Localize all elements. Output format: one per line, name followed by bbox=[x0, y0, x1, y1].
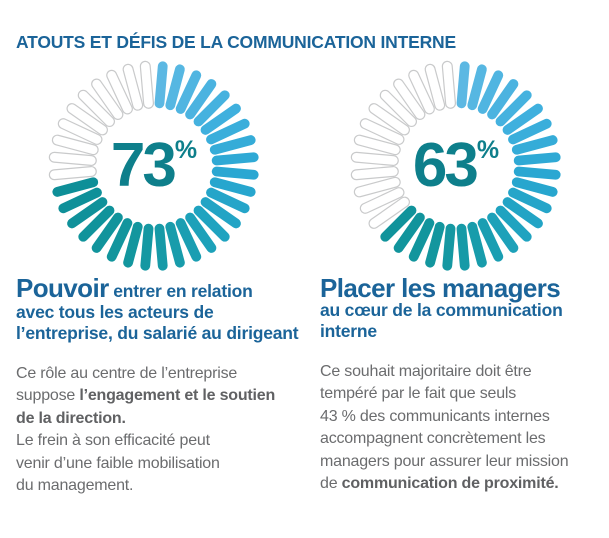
gauge-ray bbox=[206, 187, 250, 214]
gauge-ray bbox=[154, 61, 168, 109]
gauge-ray bbox=[502, 197, 543, 229]
gauge-ray bbox=[495, 90, 532, 127]
gauge-ray bbox=[48, 165, 97, 181]
panel-pouvoir: 73 % Pouvoir entrer en relation avec tous… bbox=[16, 56, 308, 514]
gauge-ray bbox=[57, 118, 103, 145]
gauge-ray bbox=[140, 223, 154, 271]
gauge-ray bbox=[106, 218, 133, 262]
gauge-ray bbox=[165, 64, 185, 111]
page-title: ATOUTS ET DÉFIS DE LA COMMUNICATION INTE… bbox=[16, 31, 456, 52]
gauge-ray bbox=[206, 118, 250, 145]
gauge-ray bbox=[424, 63, 446, 111]
gauge-ray bbox=[350, 165, 399, 181]
gauge-ray bbox=[408, 69, 435, 115]
gauge-ray bbox=[58, 187, 102, 214]
gauge-ray bbox=[477, 70, 504, 114]
gauge-ray bbox=[467, 221, 487, 268]
sunburst-gauge-73 bbox=[48, 60, 259, 271]
gauge-ray bbox=[209, 135, 256, 155]
gauge-ray bbox=[66, 103, 108, 136]
gauge-ray bbox=[353, 176, 401, 198]
gauge-ray bbox=[393, 212, 425, 253]
gauge-ray bbox=[353, 134, 401, 156]
gauge-ray bbox=[175, 70, 202, 114]
gauge-ray bbox=[193, 205, 230, 242]
gauge-ray bbox=[380, 205, 417, 242]
gauge-ray bbox=[139, 60, 155, 109]
gauge-ray bbox=[67, 197, 108, 229]
gauge-ray bbox=[154, 223, 168, 271]
gauge-ray bbox=[78, 205, 115, 242]
gauge-ray bbox=[511, 177, 558, 197]
gauge-ray bbox=[48, 151, 97, 167]
sunburst-gauge-63 bbox=[350, 60, 561, 271]
gauge-ray bbox=[77, 89, 116, 128]
gauge-ray bbox=[368, 103, 410, 136]
gauge-63: 63 % bbox=[346, 56, 566, 276]
gauge-ray bbox=[122, 63, 144, 111]
gauge-ray bbox=[359, 118, 405, 145]
gauge-ray bbox=[425, 221, 445, 268]
gauge-ray bbox=[408, 218, 435, 262]
gauge-ray bbox=[508, 118, 552, 145]
gauge-ray bbox=[52, 177, 99, 197]
gauge-ray bbox=[456, 61, 470, 109]
panel-heading: Pouvoir entrer en relation avec tous les … bbox=[16, 273, 299, 343]
gauge-ray bbox=[368, 196, 410, 229]
gauge-ray bbox=[442, 223, 456, 271]
gauge-ray bbox=[123, 221, 143, 268]
gauge-ray bbox=[511, 135, 558, 155]
gauge-ray bbox=[175, 218, 202, 262]
gauge-ray bbox=[165, 221, 185, 268]
gauge-ray bbox=[508, 187, 552, 214]
gauge-73: 73 % bbox=[44, 56, 264, 276]
panel-body: Ce souhait majoritaire doit être tempéré … bbox=[320, 362, 569, 493]
gauge-ray bbox=[495, 205, 532, 242]
gauge-ray bbox=[441, 60, 457, 109]
panel-body: Ce rôle au centre de l’entreprise suppose… bbox=[16, 364, 276, 495]
gauge-ray bbox=[513, 166, 561, 180]
gauge-ray bbox=[477, 218, 504, 262]
gauge-ray bbox=[467, 64, 487, 111]
gauge-ray bbox=[185, 212, 217, 253]
gauge-ray bbox=[456, 223, 470, 271]
gauge-ray bbox=[91, 212, 123, 253]
gauge-ray bbox=[350, 151, 399, 167]
gauge-ray bbox=[193, 90, 230, 127]
gauge-ray bbox=[200, 197, 241, 229]
gauge-ray bbox=[106, 69, 133, 115]
gauge-ray bbox=[185, 79, 217, 120]
gauge-ray bbox=[91, 78, 124, 120]
gauge-ray bbox=[487, 212, 519, 253]
panel-heading: Placer les managers au cœur de la communi… bbox=[320, 273, 563, 341]
gauge-ray bbox=[487, 79, 519, 120]
gauge-ray bbox=[211, 166, 259, 180]
gauge-ray bbox=[502, 103, 543, 135]
gauge-ray bbox=[513, 152, 561, 166]
gauge-ray bbox=[359, 187, 405, 214]
gauge-ray bbox=[200, 103, 241, 135]
panel-managers: 63 % Placer les managers au cœur de la co… bbox=[320, 56, 605, 512]
gauge-ray bbox=[379, 89, 418, 128]
gauge-ray bbox=[393, 78, 426, 120]
gauge-ray bbox=[211, 152, 259, 166]
gauge-ray bbox=[209, 177, 256, 197]
gauge-ray bbox=[51, 134, 99, 156]
